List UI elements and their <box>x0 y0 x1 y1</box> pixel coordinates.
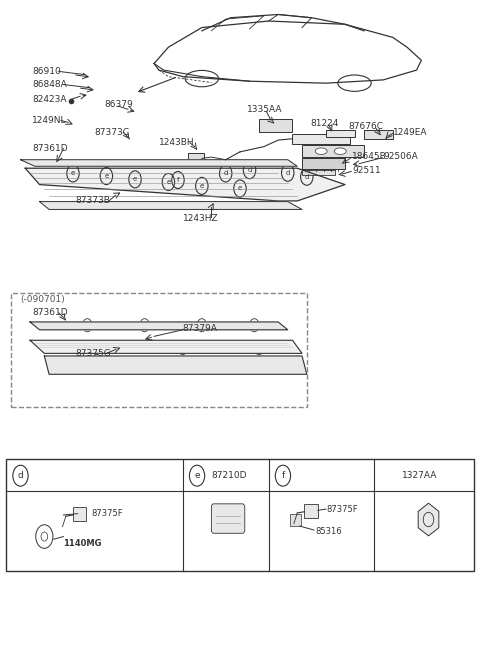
Bar <box>302 145 364 157</box>
Text: 87379A: 87379A <box>183 324 217 333</box>
Bar <box>259 119 292 132</box>
Text: d: d <box>224 170 228 177</box>
Bar <box>73 507 86 522</box>
Text: 18645B: 18645B <box>352 152 387 161</box>
Text: (-090701): (-090701) <box>21 294 65 304</box>
Text: 82423A: 82423A <box>33 95 67 104</box>
Text: 87375G: 87375G <box>75 349 111 358</box>
Text: e: e <box>200 183 204 189</box>
Text: f: f <box>281 471 285 480</box>
Text: f: f <box>177 177 179 183</box>
Text: e: e <box>194 471 200 480</box>
Bar <box>304 504 318 518</box>
Text: 92511: 92511 <box>352 166 381 175</box>
Bar <box>302 158 345 169</box>
Bar <box>6 459 474 570</box>
Bar <box>326 129 355 137</box>
Text: d: d <box>305 173 309 180</box>
Polygon shape <box>30 322 288 330</box>
Text: 1335AA: 1335AA <box>247 105 283 114</box>
Bar <box>364 129 393 139</box>
Polygon shape <box>25 168 345 201</box>
Text: 1243BH: 1243BH <box>159 137 194 147</box>
Text: 87373B: 87373B <box>75 196 110 206</box>
Text: 1249EA: 1249EA <box>393 127 427 137</box>
Text: e: e <box>238 185 242 191</box>
Text: 86379: 86379 <box>104 101 133 109</box>
Text: 92506A: 92506A <box>383 152 418 161</box>
Text: 87676C: 87676C <box>349 122 384 131</box>
Ellipse shape <box>334 148 346 154</box>
Text: 86910: 86910 <box>33 67 61 76</box>
Bar <box>302 170 336 175</box>
Text: d: d <box>18 471 24 480</box>
Bar <box>188 153 204 163</box>
FancyBboxPatch shape <box>211 504 245 533</box>
Text: e: e <box>104 173 108 179</box>
Text: 1249NL: 1249NL <box>33 116 67 125</box>
Text: e: e <box>166 179 170 185</box>
Text: 87375F: 87375F <box>327 505 359 514</box>
Text: d: d <box>247 167 252 173</box>
Text: e: e <box>71 170 75 177</box>
Text: 1140MG: 1140MG <box>63 539 102 547</box>
Polygon shape <box>30 340 302 353</box>
Text: 87361D: 87361D <box>33 144 68 153</box>
Text: 87375F: 87375F <box>91 509 123 518</box>
Polygon shape <box>21 160 297 166</box>
Text: 87373C: 87373C <box>95 127 130 137</box>
Text: 1327AA: 1327AA <box>402 471 438 480</box>
Text: 1243HZ: 1243HZ <box>183 214 218 223</box>
Bar <box>292 133 350 144</box>
Text: 86848A: 86848A <box>33 80 67 89</box>
Ellipse shape <box>315 148 327 154</box>
Text: 87210D: 87210D <box>211 471 247 480</box>
Polygon shape <box>39 202 302 210</box>
Polygon shape <box>44 356 307 374</box>
Text: 81224: 81224 <box>311 119 339 128</box>
Text: 85316: 85316 <box>315 527 342 536</box>
Text: d: d <box>286 170 290 176</box>
Text: 87361D: 87361D <box>33 307 68 317</box>
Text: e: e <box>133 176 137 183</box>
Bar <box>290 514 300 526</box>
